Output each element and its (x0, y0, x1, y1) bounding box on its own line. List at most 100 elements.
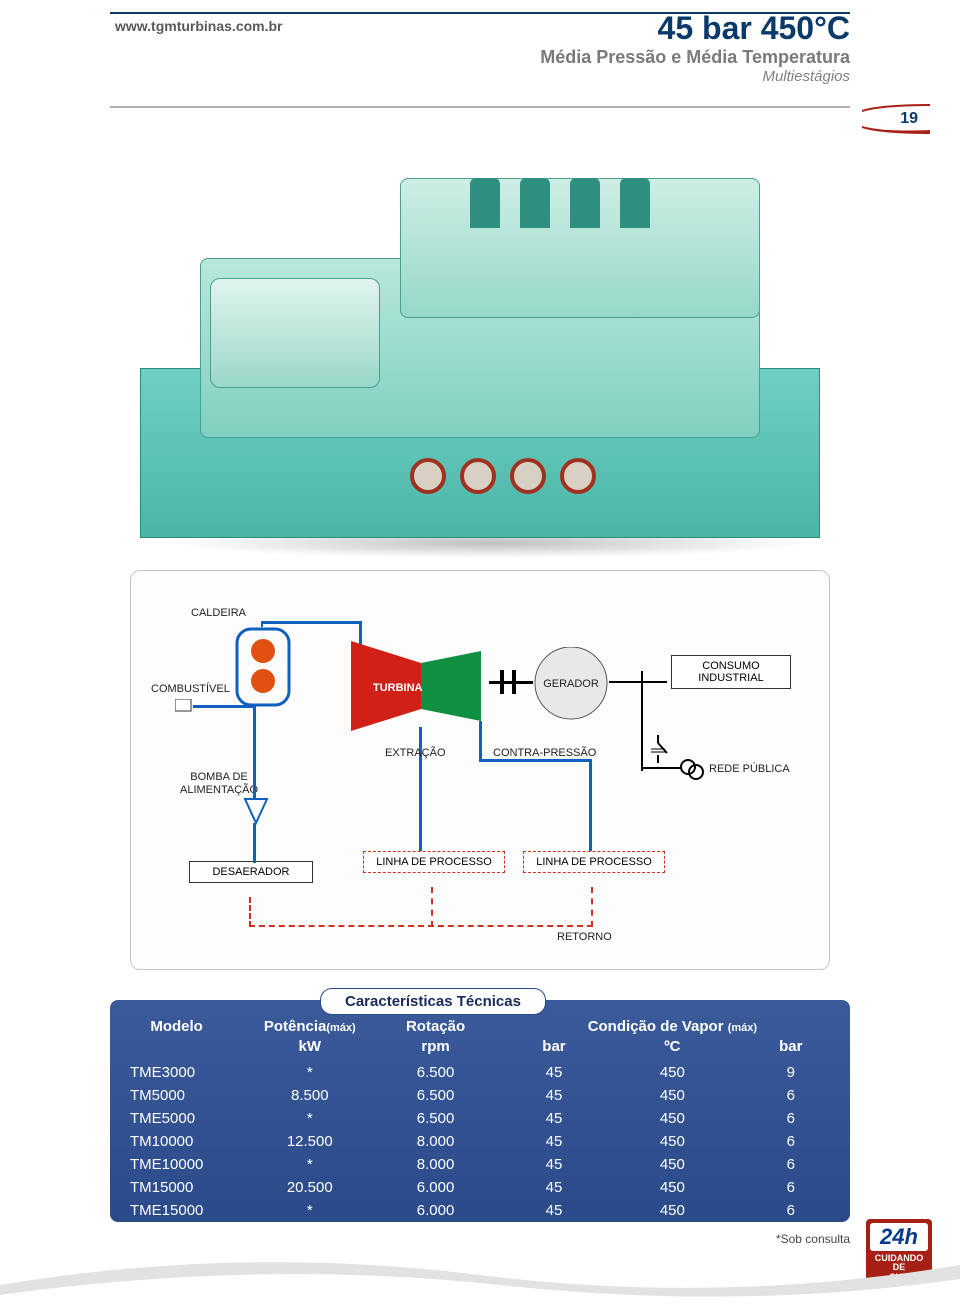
cell-model: TME3000 (110, 1061, 243, 1084)
table-row: TME15000*6.000454506 (110, 1199, 850, 1222)
diagram-label-contra: CONTRA-PRESSÃO (493, 747, 596, 760)
cell-c: 450 (613, 1199, 731, 1222)
header-title: 45 bar 450°C (540, 10, 850, 47)
cell-rot: 6.000 (376, 1176, 494, 1199)
cell-c: 450 (613, 1084, 731, 1107)
cell-pot: * (243, 1061, 376, 1084)
diagram-box-linha1: LINHA DE PROCESSO (363, 851, 505, 873)
svg-text:GERADOR: GERADOR (543, 678, 599, 690)
grid-coil-icon (679, 757, 705, 781)
th-unit-rpm: rpm (376, 1038, 494, 1061)
cell-c: 450 (613, 1176, 731, 1199)
cell-bar2: 6 (732, 1176, 850, 1199)
generator-icon: GERADOR (531, 647, 611, 727)
table-units-row: kW rpm bar ºC bar (110, 1038, 850, 1061)
process-diagram: CALDEIRA COMBUSTÍVEL TURBINA GERADOR (130, 570, 830, 970)
spec-table-tab: Características Técnicas (320, 988, 546, 1015)
th-empty (110, 1038, 243, 1061)
th-unit-c: ºC (613, 1038, 731, 1061)
turbine-icon: TURBINA (351, 641, 491, 731)
turbine-valve-shape (570, 178, 600, 228)
cell-rot: 8.000 (376, 1153, 494, 1176)
page-number-badge: 19 (862, 104, 930, 139)
table-row: TM1000012.5008.000454506 (110, 1130, 850, 1153)
header-url: www.tgmturbinas.com.br (115, 18, 283, 34)
th-modelo: Modelo (110, 1000, 243, 1038)
th-unit-bar2: bar (732, 1038, 850, 1061)
header-sub-line (110, 106, 850, 108)
cell-pot: 8.500 (243, 1084, 376, 1107)
diagram-box-label: LINHA DE PROCESSO (376, 856, 492, 868)
cell-bar: 45 (495, 1107, 613, 1130)
cell-rot: 6.500 (376, 1107, 494, 1130)
cell-rot: 6.500 (376, 1084, 494, 1107)
turbine-valve-shape (620, 178, 650, 228)
th-potencia-text: Potência (264, 1018, 327, 1035)
cell-c: 450 (613, 1107, 731, 1130)
table-row: TME3000*6.500454509 (110, 1061, 850, 1084)
diagram-label-retorno: RETORNO (557, 931, 612, 944)
coupling-icon (497, 670, 521, 694)
header-subtitle: Média Pressão e Média Temperatura (540, 47, 850, 68)
page-number: 19 (900, 110, 918, 128)
cell-rot: 6.000 (376, 1199, 494, 1222)
spec-table: Modelo Potência(máx) Rotação Condição de… (110, 1000, 850, 1222)
cell-rot: 6.500 (376, 1061, 494, 1084)
pump-icon (241, 797, 271, 827)
cell-c: 450 (613, 1061, 731, 1084)
diagram-box-label: DESAERADOR (212, 866, 289, 878)
diagram-label-rede: REDE PÚBLICA (709, 763, 790, 776)
fuel-inlet-icon (175, 699, 195, 713)
table-row: TM1500020.5006.000454506 (110, 1176, 850, 1199)
cell-pot: 12.500 (243, 1130, 376, 1153)
turbine-handwheel-shape (560, 458, 596, 494)
turbine-handwheel-shape (510, 458, 546, 494)
turbine-valve-shape (470, 178, 500, 228)
turbine-handwheel-shape (460, 458, 496, 494)
cell-pot: * (243, 1153, 376, 1176)
diagram-box-linha2: LINHA DE PROCESSO (523, 851, 665, 873)
cell-model: TM5000 (110, 1084, 243, 1107)
cell-bar2: 6 (732, 1199, 850, 1222)
diagram-box-consumo: CONSUMO INDUSTRIAL (671, 655, 791, 689)
page-number-swoosh-icon (862, 104, 930, 134)
th-condicao-suffix: (máx) (728, 1022, 757, 1034)
footer-wave-icon (0, 1235, 960, 1315)
cell-bar2: 6 (732, 1107, 850, 1130)
cell-model: TME15000 (110, 1199, 243, 1222)
cell-bar2: 6 (732, 1084, 850, 1107)
cell-pot: 20.500 (243, 1176, 376, 1199)
cell-rot: 8.000 (376, 1130, 494, 1153)
diagram-box-label: CONSUMO INDUSTRIAL (678, 660, 784, 684)
product-photo (140, 148, 820, 528)
cell-bar2: 6 (732, 1130, 850, 1153)
cell-pot: * (243, 1107, 376, 1130)
header-title-block: 45 bar 450°C Média Pressão e Média Tempe… (540, 10, 850, 85)
th-potencia-suffix: (máx) (326, 1022, 355, 1034)
cell-c: 450 (613, 1153, 731, 1176)
cell-bar2: 6 (732, 1153, 850, 1176)
th-unit-bar: bar (495, 1038, 613, 1061)
spec-table-wrap: Características Técnicas Modelo Potência… (110, 1000, 850, 1222)
cell-bar: 45 (495, 1084, 613, 1107)
page: www.tgmturbinas.com.br 45 bar 450°C Médi… (0, 0, 960, 1315)
th-condicao: Condição de Vapor (máx) (495, 1000, 850, 1038)
boiler-icon (231, 627, 295, 707)
cell-bar: 45 (495, 1130, 613, 1153)
table-row: TME10000*8.000454506 (110, 1153, 850, 1176)
diagram-box-label: LINHA DE PROCESSO (536, 856, 652, 868)
cell-model: TM15000 (110, 1176, 243, 1199)
diagram-label-extracao: EXTRAÇÃO (385, 747, 446, 760)
cell-model: TME5000 (110, 1107, 243, 1130)
cell-c: 450 (613, 1130, 731, 1153)
cell-bar: 45 (495, 1176, 613, 1199)
table-row: TME5000*6.500454506 (110, 1107, 850, 1130)
th-condicao-text: Condição de Vapor (588, 1018, 724, 1035)
diagram-box-desaerador: DESAERADOR (189, 861, 313, 883)
svg-text:TURBINA: TURBINA (373, 682, 423, 694)
cell-bar: 45 (495, 1061, 613, 1084)
diagram-label-combustivel: COMBUSTÍVEL (151, 683, 229, 696)
cell-bar: 45 (495, 1199, 613, 1222)
cell-pot: * (243, 1199, 376, 1222)
turbine-valve-shape (520, 178, 550, 228)
